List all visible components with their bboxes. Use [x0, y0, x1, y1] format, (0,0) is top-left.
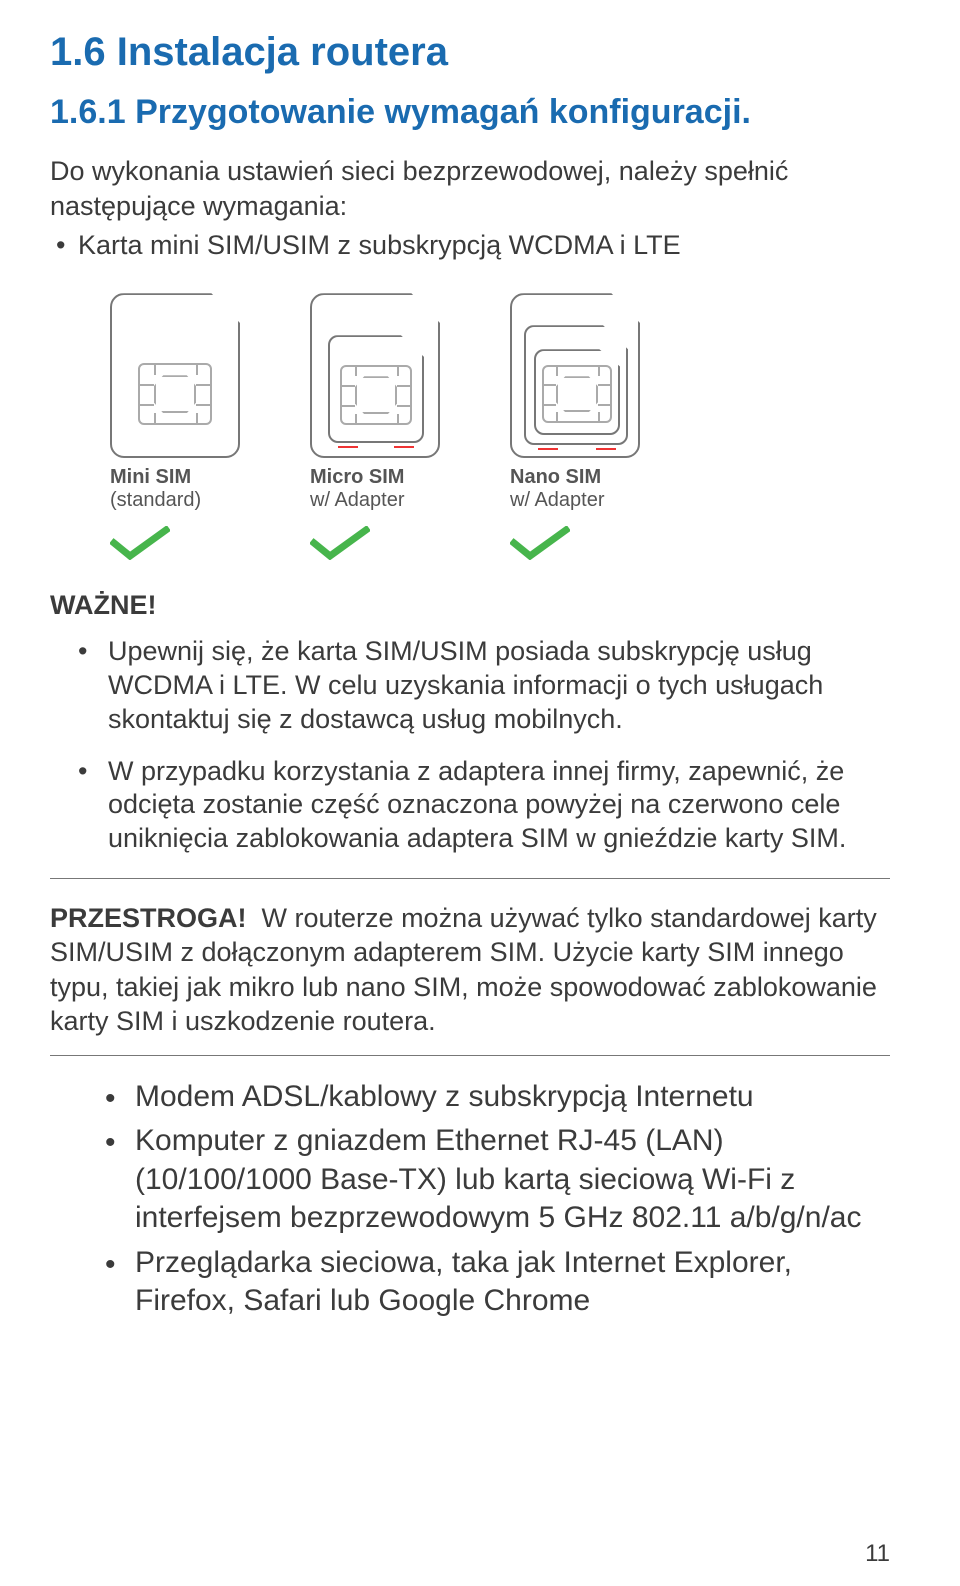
- check-icon: [310, 526, 370, 560]
- intro-text: Do wykonania ustawień sieci bezprzewodow…: [50, 154, 890, 224]
- sim-micro-label: Micro SIM: [310, 466, 404, 489]
- divider: [50, 878, 890, 879]
- caution-paragraph: PRZESTROGA! W routerze można używać tylk…: [50, 901, 890, 1039]
- sim-micro-col: Micro SIM w/ Adapter: [310, 293, 440, 560]
- additional-requirements: Modem ADSL/kablowy z subskrypcją Interne…: [50, 1078, 890, 1320]
- sim-mini-label: Mini SIM: [110, 466, 191, 489]
- sim-mini-graphic: [110, 293, 240, 458]
- check-icon: [110, 526, 170, 560]
- check-icon: [510, 526, 570, 560]
- important-item: W przypadku korzystania z adaptera innej…: [78, 755, 890, 856]
- requirement-item: Modem ADSL/kablowy z subskrypcją Interne…: [105, 1078, 890, 1116]
- sim-mini-col: Mini SIM (standard): [110, 293, 240, 560]
- sim-micro-sub: w/ Adapter: [310, 489, 405, 512]
- requirement-sim: Karta mini SIM/USIM z subskrypcją WCDMA …: [78, 228, 890, 263]
- important-list: Upewnij się, że karta SIM/USIM posiada s…: [50, 635, 890, 856]
- requirement-item: Przeglądarka sieciowa, taka jak Internet…: [105, 1244, 890, 1321]
- sim-micro-graphic: [310, 293, 440, 458]
- caution-label: PRZESTROGA!: [50, 903, 247, 933]
- sim-nano-sub: w/ Adapter: [510, 489, 605, 512]
- important-title: WAŻNE!: [50, 590, 890, 621]
- divider: [50, 1055, 890, 1056]
- requirement-item: Komputer z gniazdem Ethernet RJ-45 (LAN)…: [105, 1122, 890, 1237]
- important-item: Upewnij się, że karta SIM/USIM posiada s…: [78, 635, 890, 736]
- sim-nano-col: Nano SIM w/ Adapter: [510, 293, 640, 560]
- sim-mini-sub: (standard): [110, 489, 201, 512]
- requirements-list: Karta mini SIM/USIM z subskrypcją WCDMA …: [50, 228, 890, 263]
- sim-nano-graphic: [510, 293, 640, 458]
- page-number: 11: [865, 1540, 890, 1568]
- subsection-heading: 1.6.1 Przygotowanie wymagań konfiguracji…: [50, 93, 890, 132]
- sim-cards-row: Mini SIM (standard) Micro SIM: [50, 293, 890, 560]
- sim-nano-label: Nano SIM: [510, 466, 601, 489]
- section-heading: 1.6 Instalacja routera: [50, 30, 890, 75]
